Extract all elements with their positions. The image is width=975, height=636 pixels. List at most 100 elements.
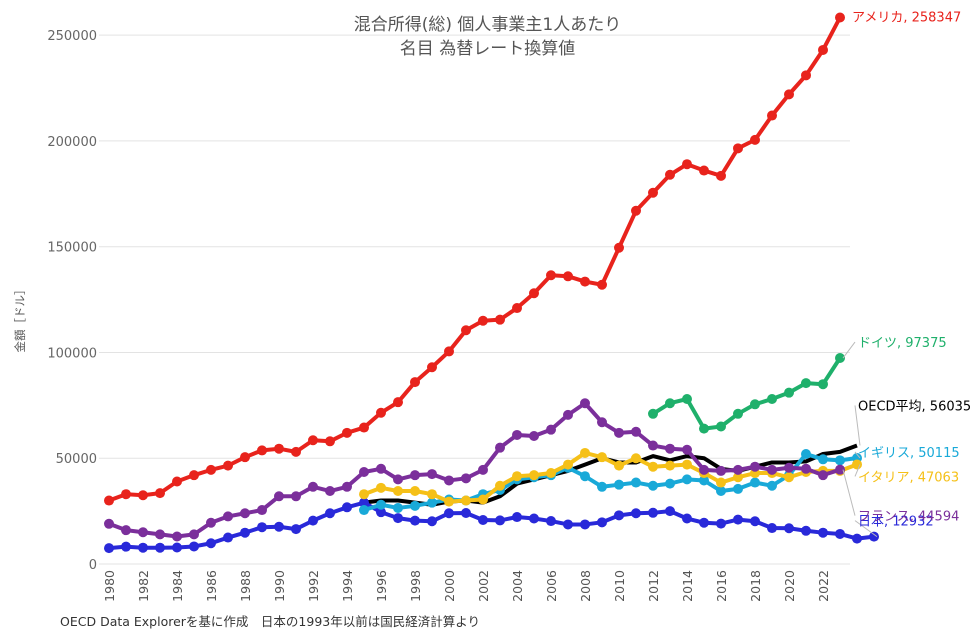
x-tick-label: 1986 [204, 570, 219, 602]
data-point [716, 465, 726, 476]
series-line [108, 500, 875, 551]
data-point [699, 464, 709, 475]
series-end-label: イギリス, 50115 [858, 446, 960, 461]
data-point [767, 464, 777, 475]
data-point [121, 489, 131, 500]
data-point [801, 70, 811, 81]
data-point [512, 512, 522, 523]
data-point [461, 508, 471, 519]
data-point [359, 466, 369, 477]
series-end-label: フランス, 44594 [858, 510, 959, 525]
x-tick-label: 2018 [748, 570, 763, 602]
data-point [529, 470, 539, 481]
data-point [631, 477, 641, 488]
label-leader [842, 341, 856, 359]
data-point [393, 397, 403, 408]
data-point [733, 408, 743, 419]
data-point [410, 377, 420, 388]
data-point [427, 489, 437, 500]
data-point [716, 477, 726, 488]
data-point [580, 471, 590, 482]
data-point [155, 529, 165, 540]
x-tick-label: 1996 [374, 570, 389, 602]
data-point [767, 394, 777, 404]
data-point [104, 518, 114, 529]
data-point [648, 408, 658, 419]
data-point [240, 527, 250, 538]
data-point [784, 462, 794, 473]
series-line [651, 356, 842, 431]
series-end-label: アメリカ, 258347 [852, 10, 961, 25]
y-tick-label: 200000 [47, 135, 97, 150]
data-point [546, 516, 556, 527]
data-point [478, 315, 488, 326]
y-tick-label: 100000 [47, 346, 97, 361]
data-point [631, 508, 641, 519]
data-point [580, 447, 590, 458]
data-point [784, 472, 794, 483]
label-leader [854, 405, 861, 446]
data-point [648, 461, 658, 472]
data-point [376, 482, 386, 493]
data-point [172, 542, 182, 553]
data-point [410, 470, 420, 481]
data-point [308, 435, 318, 446]
data-point [121, 525, 131, 536]
data-point [495, 515, 505, 526]
data-point [869, 531, 879, 542]
data-point [580, 398, 590, 409]
data-point [342, 427, 352, 438]
data-point [359, 489, 369, 500]
data-point [274, 521, 284, 532]
data-point [138, 490, 148, 501]
data-point [682, 474, 692, 485]
data-point [342, 502, 352, 513]
x-tick-label: 2014 [680, 570, 695, 602]
data-point [563, 519, 573, 530]
data-point [784, 89, 794, 100]
data-point [716, 170, 726, 181]
data-point [648, 440, 658, 451]
data-point [784, 523, 794, 534]
data-point [257, 445, 267, 456]
data-point [461, 495, 471, 506]
data-point [444, 496, 454, 507]
data-point [818, 454, 828, 465]
data-point [189, 529, 199, 540]
series-end-label: 日本, 12932 [858, 515, 934, 530]
data-point [393, 474, 403, 485]
series-end-label: OECD平均, 56035 [858, 399, 971, 414]
y-tick-label: 250000 [47, 29, 97, 44]
data-point [138, 527, 148, 538]
data-point [325, 508, 335, 519]
data-point [104, 543, 114, 554]
data-point [512, 303, 522, 314]
data-point [206, 538, 216, 549]
data-point [835, 353, 845, 364]
data-point [801, 449, 811, 459]
data-point [699, 517, 709, 528]
data-point [393, 486, 403, 497]
data-point [325, 436, 335, 447]
data-point [801, 463, 811, 474]
data-point [852, 533, 862, 544]
data-point [393, 513, 403, 524]
data-point [308, 515, 318, 526]
x-tick-label: 1990 [272, 570, 287, 602]
data-point [223, 460, 233, 471]
series-line [108, 16, 842, 503]
data-point [801, 378, 811, 389]
data-point [376, 499, 386, 510]
series-end-label: イタリア, 47063 [858, 470, 959, 485]
y-tick-label: 50000 [56, 452, 97, 467]
data-point [495, 442, 505, 453]
data-point [410, 515, 420, 526]
data-point [597, 452, 607, 463]
x-tick-label: 1982 [136, 570, 151, 602]
data-point [733, 472, 743, 483]
data-point [444, 475, 454, 486]
data-point [716, 486, 726, 497]
data-point [478, 464, 488, 475]
series-アメリカ: アメリカ, 258347 [104, 10, 961, 506]
